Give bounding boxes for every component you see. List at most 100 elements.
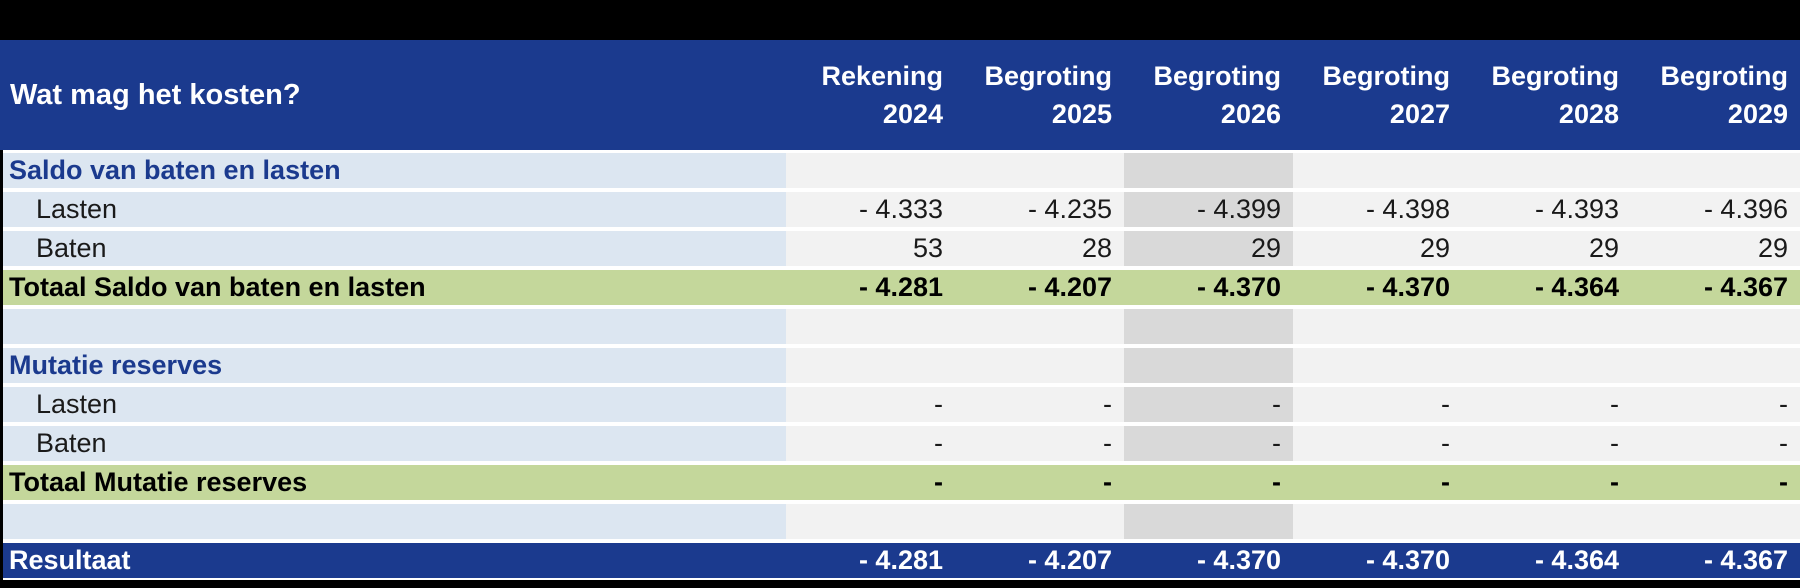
column-header-line2: 2026: [1220, 99, 1281, 129]
cell-2027: -: [1293, 426, 1462, 461]
cell-2026-highlighted: - 4.399: [1124, 192, 1293, 227]
cell-2028: 29: [1462, 231, 1631, 266]
cell-2029: - 4.367: [1631, 270, 1800, 305]
row-label: [3, 504, 786, 539]
cell-2027: -: [1293, 465, 1462, 500]
cell-2025: 28: [955, 231, 1124, 266]
table-header-row: Wat mag het kosten? Rekening 2024 Begrot…: [0, 40, 1800, 150]
data-row-lasten: Lasten - 4.333 - 4.235 - 4.399 - 4.398 -…: [3, 192, 1800, 227]
cell-2029: -: [1631, 426, 1800, 461]
row-label: Resultaat: [3, 543, 786, 578]
cell-2029: 29: [1631, 231, 1800, 266]
cell-2028: -: [1462, 426, 1631, 461]
column-header-line2: 2024: [882, 99, 943, 129]
cell-2028: [1462, 309, 1631, 344]
cell-2026-highlighted: [1124, 504, 1293, 539]
section-row-saldo-van-baten-en-lasten: Saldo van baten en lasten: [3, 153, 1800, 188]
cell-2024: -: [786, 426, 955, 461]
column-header-line2: 2028: [1558, 99, 1619, 129]
cell-2024: 53: [786, 231, 955, 266]
cell-2026-highlighted: -: [1124, 387, 1293, 422]
cell-2026-highlighted: [1124, 348, 1293, 383]
row-label: Saldo van baten en lasten: [3, 153, 786, 188]
cell-2028: [1462, 348, 1631, 383]
cell-2026-highlighted: -: [1124, 426, 1293, 461]
cell-2029: [1631, 309, 1800, 344]
cell-2026-highlighted: [1124, 309, 1293, 344]
cell-2027: [1293, 348, 1462, 383]
column-header-line1: Begroting: [1660, 61, 1789, 91]
column-header-begroting-2028: Begroting 2028: [1462, 40, 1631, 150]
column-header-line2: 2025: [1051, 99, 1112, 129]
section-row-mutatie-reserves: Mutatie reserves: [3, 348, 1800, 383]
cell-2025: -: [955, 387, 1124, 422]
row-label: Mutatie reserves: [3, 348, 786, 383]
column-header-line1: Rekening: [821, 61, 943, 91]
spacer-row: [3, 309, 1800, 344]
column-header-line1: Begroting: [1322, 61, 1451, 91]
row-label: Baten: [3, 231, 786, 266]
cell-2024: [786, 309, 955, 344]
cell-2029: -: [1631, 387, 1800, 422]
column-header-begroting-2027: Begroting 2027: [1293, 40, 1462, 150]
row-label: Lasten: [3, 387, 786, 422]
row-label: Baten: [3, 426, 786, 461]
cell-2028: - 4.393: [1462, 192, 1631, 227]
cell-2026: -: [1124, 465, 1293, 500]
cell-2027: - 4.370: [1293, 543, 1462, 578]
cell-2027: - 4.398: [1293, 192, 1462, 227]
cell-2024: - 4.333: [786, 192, 955, 227]
row-label: Lasten: [3, 192, 786, 227]
row-label: Totaal Saldo van baten en lasten: [3, 270, 786, 305]
cell-2027: -: [1293, 387, 1462, 422]
cell-2028: - 4.364: [1462, 270, 1631, 305]
cell-2029: - 4.396: [1631, 192, 1800, 227]
cell-2028: [1462, 153, 1631, 188]
cell-2024: [786, 348, 955, 383]
cell-2029: [1631, 153, 1800, 188]
column-header-line2: 2029: [1727, 99, 1788, 129]
cell-2024: -: [786, 387, 955, 422]
cell-2029: - 4.367: [1631, 543, 1800, 578]
data-row-baten-mutatie: Baten - - - - - -: [3, 426, 1800, 461]
cell-2027: [1293, 504, 1462, 539]
result-row: Resultaat - 4.281 - 4.207 - 4.370 - 4.37…: [3, 543, 1800, 578]
cell-2025: [955, 504, 1124, 539]
column-header-line2: 2027: [1389, 99, 1450, 129]
total-row-saldo-van-baten-en-lasten: Totaal Saldo van baten en lasten - 4.281…: [3, 270, 1800, 305]
column-header-rekening-2024: Rekening 2024: [786, 40, 955, 150]
cell-2027: [1293, 309, 1462, 344]
row-label: Totaal Mutatie reserves: [3, 465, 786, 500]
cell-2024: - 4.281: [786, 543, 955, 578]
data-row-baten: Baten 53 28 29 29 29 29: [3, 231, 1800, 266]
cell-2029: [1631, 348, 1800, 383]
cell-2027: [1293, 153, 1462, 188]
cell-2024: -: [786, 465, 955, 500]
spacer-row: [3, 504, 1800, 539]
cell-2026-highlighted: [1124, 153, 1293, 188]
column-header-begroting-2029: Begroting 2029: [1631, 40, 1800, 150]
cell-2026: - 4.370: [1124, 543, 1293, 578]
cell-2024: [786, 153, 955, 188]
cell-2026-highlighted: 29: [1124, 231, 1293, 266]
cell-2024: [786, 504, 955, 539]
cell-2025: [955, 153, 1124, 188]
column-header-begroting-2025: Begroting 2025: [955, 40, 1124, 150]
cell-2025: [955, 309, 1124, 344]
cell-2027: - 4.370: [1293, 270, 1462, 305]
cell-2026: - 4.370: [1124, 270, 1293, 305]
page-title: Wat mag het kosten?: [10, 78, 301, 111]
cell-2025: -: [955, 426, 1124, 461]
cell-2025: -: [955, 465, 1124, 500]
total-row-mutatie-reserves: Totaal Mutatie reserves - - - - - -: [3, 465, 1800, 500]
cell-2029: [1631, 504, 1800, 539]
cell-2025: [955, 348, 1124, 383]
cell-2028: [1462, 504, 1631, 539]
cell-2024: - 4.281: [786, 270, 955, 305]
cell-2028: -: [1462, 387, 1631, 422]
table-body: Saldo van baten en lasten Lasten - 4.333…: [0, 150, 1800, 580]
cell-2029: -: [1631, 465, 1800, 500]
cell-2025: - 4.207: [955, 270, 1124, 305]
column-header-line1: Begroting: [1153, 61, 1282, 91]
